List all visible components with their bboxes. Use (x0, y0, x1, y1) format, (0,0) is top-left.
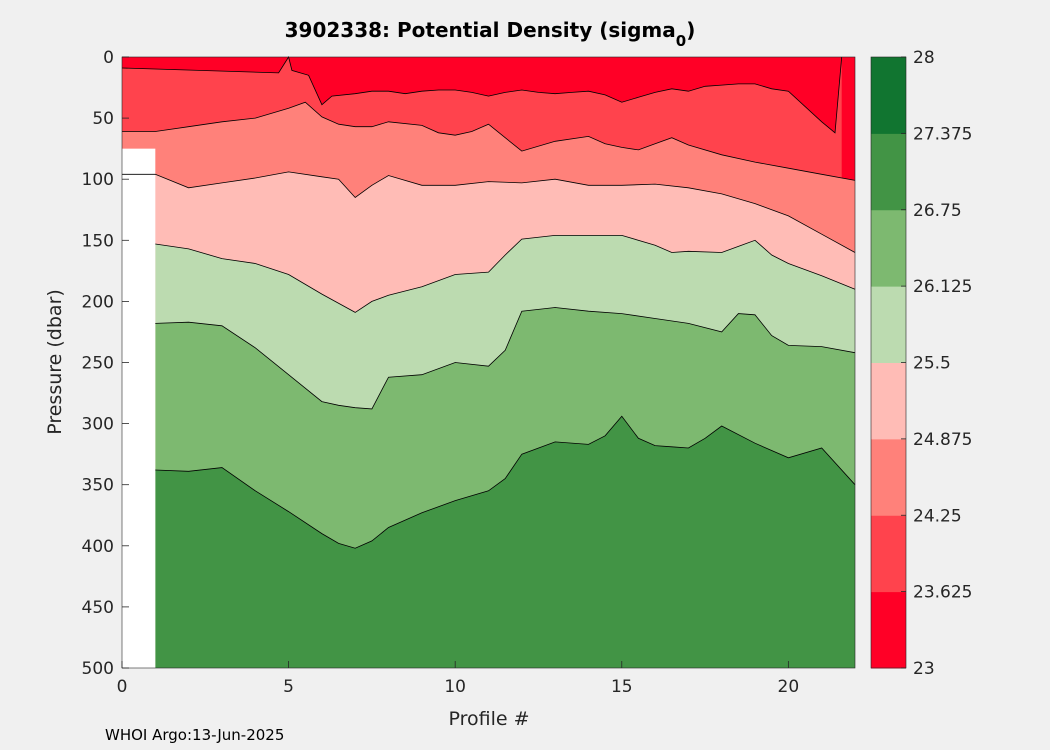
chart-title-close: ) (686, 18, 695, 42)
y-tick-label: 150 (82, 231, 114, 251)
colorbar-segment (871, 209, 906, 287)
footer-credit: WHOI Argo:13-Jun-2025 (105, 726, 284, 744)
y-tick-label: 450 (82, 598, 114, 618)
x-tick-label: 5 (283, 677, 294, 697)
colorbar-tick-label: 26.125 (913, 277, 972, 297)
colorbar-tick-label: 28 (913, 48, 935, 68)
contour-lines (121, 55, 856, 669)
colorbar-tick-label: 26.75 (913, 201, 962, 221)
isopycnal-24-875 (122, 171, 856, 253)
y-axis-title: Pressure (dbar) (44, 289, 66, 435)
x-tick-label: 10 (444, 677, 466, 697)
colorbar-segment (871, 133, 906, 211)
y-tick-label: 250 (82, 354, 114, 374)
colorbar-tick-label: 23.625 (913, 583, 972, 603)
colorbar-segment (871, 362, 906, 440)
x-axis-title: Profile # (448, 708, 529, 730)
colorbar-segment (871, 438, 906, 516)
y-axis-ticks: 0 50 100 150 200 250 300 350 400 450 500 (82, 48, 129, 679)
isopycnal-26-125 (155, 307, 856, 410)
isopycnal-26-75 (155, 415, 856, 549)
colorbar: 23 23.625 24.25 24.875 25.5 26.125 26.75 27.375… (870, 48, 972, 679)
x-tick-label: 15 (611, 677, 633, 697)
y-tick-label: 300 (82, 415, 114, 435)
density-band-6 (155, 416, 856, 668)
y-tick-label: 500 (82, 659, 114, 679)
no-data-region (122, 148, 156, 668)
y-tick-label: 100 (82, 170, 114, 190)
colorbar-tick-label: 25.5 (913, 354, 951, 374)
y-tick-label: 200 (82, 292, 114, 312)
chart-title-subscript: 0 (676, 32, 686, 50)
colorbar-tick-label: 23 (913, 659, 935, 679)
colorbar-segment (871, 286, 906, 363)
colorbar-tick-label: 24.875 (913, 430, 972, 450)
colorbar-segment (871, 515, 906, 593)
x-tick-label: 20 (778, 677, 800, 697)
isopycnal-24-25 (122, 101, 856, 181)
x-axis-ticks: 0 5 10 15 20 (117, 661, 800, 697)
y-tick-label: 50 (92, 109, 114, 129)
colorbar-segment (871, 57, 906, 134)
colorbar-segment (871, 591, 906, 669)
colorbar-tick-label: 24.25 (913, 506, 962, 526)
colorbar-tick-label: 27.375 (913, 124, 972, 144)
plot-area (122, 57, 856, 668)
x-tick-label: 0 (117, 677, 128, 697)
isopycnal-23-625 (121, 55, 843, 134)
y-tick-label: 350 (82, 476, 114, 496)
chart-title: 3902338: Potential Density (sigma0) (285, 18, 696, 50)
isopycnal-25-5 (155, 235, 856, 313)
y-tick-label: 400 (82, 537, 114, 557)
y-tick-label: 0 (103, 48, 114, 68)
